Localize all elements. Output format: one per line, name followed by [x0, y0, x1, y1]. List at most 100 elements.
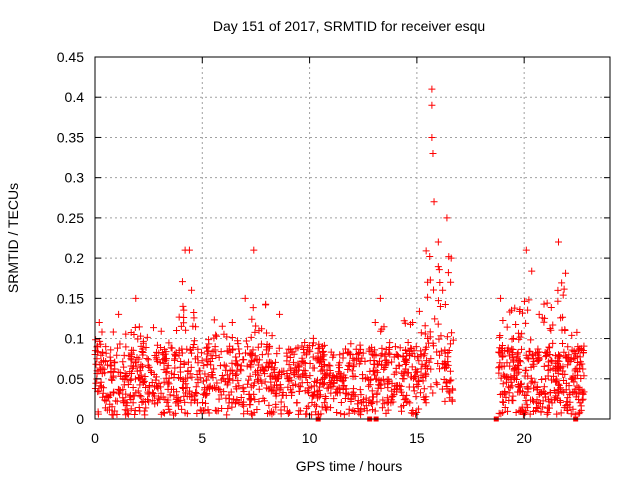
data-point: [540, 318, 548, 326]
data-point: [503, 323, 511, 331]
data-point: [172, 352, 180, 360]
data-point: [178, 383, 186, 391]
data-point: [541, 349, 549, 357]
data-point: [400, 375, 408, 383]
data-point: [161, 409, 169, 417]
data-point: [388, 358, 396, 366]
data-point: [571, 354, 579, 362]
y-tick-label: 0.05: [57, 371, 84, 387]
data-point: [336, 369, 344, 377]
data-point: [270, 368, 278, 376]
data-point: [437, 347, 445, 355]
data-point: [142, 344, 150, 352]
data-point: [508, 350, 516, 358]
data-point: [568, 375, 576, 383]
data-point: [403, 349, 411, 357]
data-point: [198, 357, 206, 365]
data-point: [227, 388, 235, 396]
data-point: [579, 365, 587, 373]
data-point: [566, 391, 574, 399]
data-point: [239, 356, 247, 364]
data-point: [290, 370, 298, 378]
data-point: [529, 351, 537, 359]
data-point: [531, 378, 539, 386]
data-point: [560, 348, 568, 356]
data-point: [143, 333, 151, 341]
data-point: [535, 391, 543, 399]
data-point: [250, 246, 258, 254]
data-point: [443, 333, 451, 341]
data-point: [131, 323, 139, 331]
data-point: [171, 409, 179, 417]
data-point: [448, 329, 456, 337]
data-point: [318, 362, 326, 370]
data-point: [366, 376, 374, 384]
data-point: [569, 405, 577, 413]
data-point: [113, 344, 121, 352]
data-point: [129, 392, 137, 400]
data-point: [284, 375, 292, 383]
data-point: [516, 383, 524, 391]
y-tick-label: 0.4: [65, 89, 85, 105]
data-point: [218, 371, 226, 379]
data-point: [312, 408, 320, 416]
data-point: [399, 391, 407, 399]
data-point: [107, 346, 115, 354]
data-point: [409, 407, 417, 415]
data-point: [444, 269, 452, 277]
data-point: [383, 359, 391, 367]
data-point: [399, 352, 407, 360]
data-point: [376, 294, 384, 302]
data-point: [153, 341, 161, 349]
data-point: [198, 349, 206, 357]
data-point: [540, 383, 548, 391]
data-point: [549, 339, 557, 347]
data-point: [420, 385, 428, 393]
data-point: [559, 313, 567, 321]
data-point: [133, 354, 141, 362]
data-point: [204, 406, 212, 414]
data-point: [408, 363, 416, 371]
data-point: [272, 358, 280, 366]
data-point: [215, 353, 223, 361]
data-point: [210, 365, 218, 373]
data-point: [402, 398, 410, 406]
data-point: [505, 389, 513, 397]
data-point: [272, 373, 280, 381]
data-point: [543, 349, 551, 357]
data-point: [426, 253, 434, 261]
data-point: [258, 351, 266, 359]
data-point: [573, 382, 581, 390]
data-point: [272, 403, 280, 411]
data-point: [502, 373, 510, 381]
data-point: [196, 406, 204, 414]
data-point: [499, 408, 507, 416]
data-point: [554, 286, 562, 294]
data-point: [508, 345, 516, 353]
data-point: [517, 406, 525, 414]
data-point: [242, 337, 250, 345]
data-point: [304, 389, 312, 397]
data-point: [96, 365, 104, 373]
data-point: [183, 392, 191, 400]
data-point: [547, 376, 555, 384]
data-point: [356, 341, 364, 349]
data-point: [522, 392, 530, 400]
data-point: [164, 396, 172, 404]
data-point: [552, 359, 560, 367]
data-point: [344, 366, 352, 374]
data-point: [217, 348, 225, 356]
y-tick-label: 0.15: [57, 290, 84, 306]
data-point: [532, 403, 540, 411]
data-point: [439, 286, 447, 294]
data-point: [232, 353, 240, 361]
data-point: [380, 400, 388, 408]
data-point: [246, 350, 254, 358]
data-point: [102, 397, 110, 405]
data-point: [223, 371, 231, 379]
data-point: [232, 400, 240, 408]
data-point: [176, 363, 184, 371]
data-point: [333, 385, 341, 393]
data-point: [255, 385, 263, 393]
